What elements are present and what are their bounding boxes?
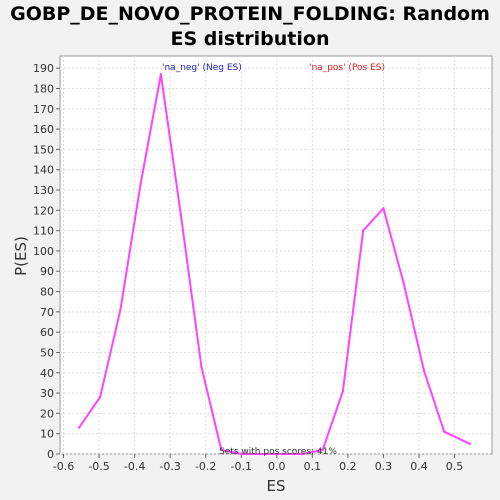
- legend-pos-label: 'na_pos' (Pos ES): [309, 63, 385, 73]
- y-tick-label: 10: [40, 428, 54, 441]
- y-tick-label: 100: [33, 245, 54, 258]
- chart-title: GOBP_DE_NOVO_PROTEIN_FOLDING: Random ES …: [10, 3, 490, 50]
- x-tick-label: -0.2: [195, 460, 216, 473]
- data-point: [341, 389, 345, 393]
- x-tick-label: 0.3: [375, 460, 393, 473]
- y-tick-label: 170: [33, 103, 54, 116]
- x-tick-label: 0.5: [446, 460, 464, 473]
- y-tick-label: 190: [33, 62, 54, 75]
- y-tick-label: 130: [33, 184, 54, 197]
- data-point: [220, 448, 223, 452]
- x-tick-label: -0.3: [159, 460, 180, 473]
- x-tick-label: -0.4: [124, 460, 145, 473]
- y-tick-label: 70: [40, 306, 54, 319]
- data-point: [280, 452, 284, 456]
- y-axis-label: P(ES): [12, 236, 30, 276]
- data-point: [321, 448, 324, 452]
- x-axis-label: ES: [267, 477, 286, 495]
- data-point: [443, 430, 446, 433]
- grid-lines: [60, 56, 492, 455]
- series-layer: [77, 73, 472, 456]
- y-tick-label: 140: [33, 164, 54, 177]
- y-tick-label: 120: [33, 204, 54, 217]
- y-tick-label: 90: [40, 265, 54, 278]
- x-tick-label: -0.1: [231, 460, 252, 473]
- axes: 0 10 20 30 40 50 60 70 80 90 100 110 120 130 140 150 160…: [33, 62, 463, 473]
- data-point: [200, 365, 203, 368]
- data-point: [402, 282, 405, 285]
- data-point: [119, 308, 122, 312]
- legend-neg-label: 'na_neg' (Neg ES): [162, 63, 242, 73]
- data-point: [468, 442, 472, 446]
- data-point: [361, 229, 365, 232]
- pos-scores-annotation: Sets with pos scores: 41%: [219, 447, 337, 457]
- y-tick-label: 0: [47, 448, 54, 461]
- data-point: [77, 426, 81, 429]
- y-tick-label: 30: [40, 387, 54, 400]
- data-point: [98, 395, 102, 399]
- y-tick-label: 40: [40, 367, 54, 380]
- data-point: [240, 452, 243, 456]
- data-point: [382, 207, 385, 210]
- x-tick-label: 0.0: [268, 460, 286, 473]
- data-point: [139, 182, 142, 186]
- x-tick-label: 0.4: [410, 460, 428, 473]
- y-tick-label: 150: [33, 143, 54, 156]
- x-tick-label: -0.6: [53, 460, 74, 473]
- data-point: [422, 369, 426, 372]
- y-tick-label: 180: [33, 82, 54, 95]
- plot-area: [59, 55, 493, 455]
- data-point: [179, 213, 183, 216]
- y-tick-label: 160: [33, 123, 54, 136]
- x-tick-label: -0.5: [88, 460, 109, 473]
- data-point: [260, 452, 264, 456]
- x-tick-label: 0.2: [339, 460, 357, 473]
- data-point: [159, 73, 163, 76]
- legend: 'na_neg' (Neg ES) 'na_pos' (Pos ES): [162, 63, 385, 73]
- y-tick-label: 60: [40, 326, 54, 339]
- data-point: [301, 452, 304, 456]
- series-line: [78, 73, 471, 455]
- x-tick-label: 0.1: [304, 460, 322, 473]
- y-tick-label: 80: [40, 286, 54, 299]
- y-tick-label: 50: [40, 346, 54, 359]
- y-tick-label: 20: [40, 407, 54, 420]
- y-tick-label: 110: [33, 225, 54, 238]
